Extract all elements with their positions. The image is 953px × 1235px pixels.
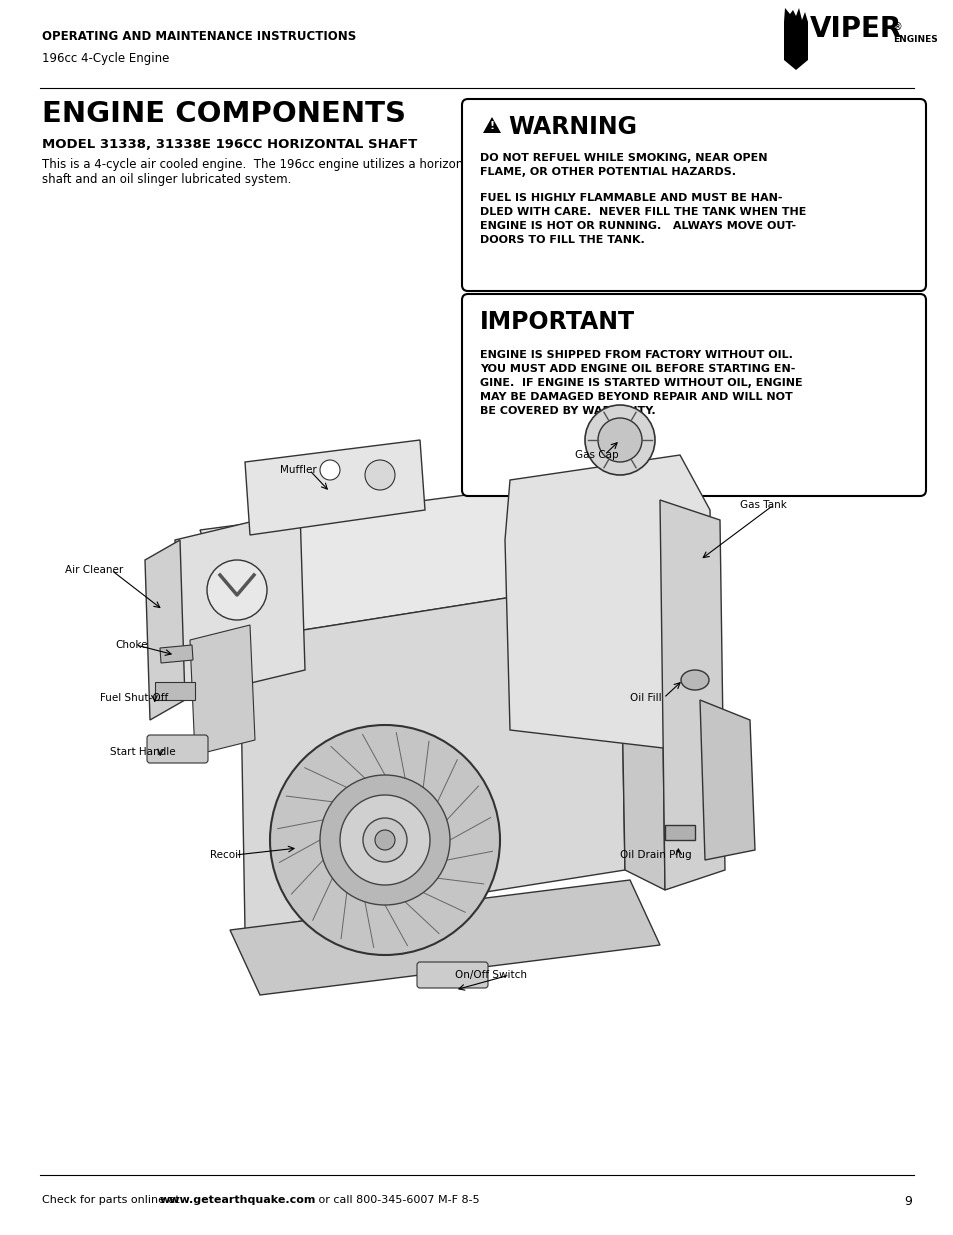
Text: Gas Tank: Gas Tank: [740, 500, 786, 510]
Circle shape: [365, 459, 395, 490]
Bar: [154, 682, 194, 700]
Polygon shape: [200, 480, 619, 640]
Text: Choke: Choke: [115, 640, 148, 650]
Text: Muffler: Muffler: [280, 466, 316, 475]
Text: Oil Fill: Oil Fill: [629, 693, 661, 703]
FancyBboxPatch shape: [461, 99, 925, 291]
FancyBboxPatch shape: [147, 735, 208, 763]
Polygon shape: [160, 645, 193, 663]
Circle shape: [363, 818, 407, 862]
Text: 9: 9: [903, 1195, 911, 1208]
Text: Fuel Shut-Off: Fuel Shut-Off: [100, 693, 168, 703]
Text: 196cc 4-Cycle Engine: 196cc 4-Cycle Engine: [42, 52, 170, 65]
Polygon shape: [700, 700, 754, 860]
Text: This is a 4-cycle air cooled engine.  The 196cc engine utilizes a horizontal: This is a 4-cycle air cooled engine. The…: [42, 158, 478, 170]
Text: OPERATING AND MAINTENANCE INSTRUCTIONS: OPERATING AND MAINTENANCE INSTRUCTIONS: [42, 30, 355, 43]
Polygon shape: [504, 454, 714, 750]
Text: ENGINE COMPONENTS: ENGINE COMPONENTS: [42, 100, 406, 128]
Bar: [664, 825, 695, 840]
FancyBboxPatch shape: [461, 294, 925, 496]
Text: ENGINE IS SHIPPED FROM FACTORY WITHOUT OIL.
YOU MUST ADD ENGINE OIL BEFORE START: ENGINE IS SHIPPED FROM FACTORY WITHOUT O…: [479, 350, 801, 416]
Text: MODEL 31338, 31338E 196CC HORIZONTAL SHAFT: MODEL 31338, 31338E 196CC HORIZONTAL SHA…: [42, 138, 416, 151]
Polygon shape: [190, 625, 254, 755]
Polygon shape: [579, 480, 664, 890]
Text: ®: ®: [892, 22, 902, 32]
Polygon shape: [230, 881, 659, 995]
Ellipse shape: [680, 671, 708, 690]
Text: Oil Drain Plug: Oil Drain Plug: [619, 850, 691, 860]
Circle shape: [598, 417, 641, 462]
Polygon shape: [145, 540, 185, 720]
Circle shape: [375, 830, 395, 850]
Text: FUEL IS HIGHLY FLAMMABLE AND MUST BE HAN-
DLED WITH CARE.  NEVER FILL THE TANK W: FUEL IS HIGHLY FLAMMABLE AND MUST BE HAN…: [479, 193, 805, 245]
Text: DO NOT REFUEL WHILE SMOKING, NEAR OPEN
FLAME, OR OTHER POTENTIAL HAZARDS.: DO NOT REFUEL WHILE SMOKING, NEAR OPEN F…: [479, 153, 767, 177]
Circle shape: [339, 795, 430, 885]
FancyBboxPatch shape: [416, 962, 488, 988]
Text: ENGINES: ENGINES: [892, 35, 937, 44]
Text: Gas Cap: Gas Cap: [575, 450, 618, 459]
Text: Air Cleaner: Air Cleaner: [65, 564, 123, 576]
Text: IMPORTANT: IMPORTANT: [479, 310, 635, 333]
Polygon shape: [659, 500, 724, 890]
Text: Start Handle: Start Handle: [110, 747, 175, 757]
Circle shape: [207, 559, 267, 620]
Text: VIPER: VIPER: [809, 15, 902, 43]
Polygon shape: [240, 580, 624, 930]
Text: WARNING: WARNING: [507, 115, 637, 140]
Circle shape: [319, 776, 450, 905]
Polygon shape: [482, 117, 500, 133]
Circle shape: [319, 459, 339, 480]
Text: Recoil: Recoil: [210, 850, 241, 860]
Polygon shape: [783, 7, 807, 70]
Circle shape: [270, 725, 499, 955]
Polygon shape: [245, 440, 424, 535]
Text: Check for parts online at: Check for parts online at: [42, 1195, 183, 1205]
Text: On/Off Switch: On/Off Switch: [455, 969, 526, 981]
Circle shape: [584, 405, 655, 475]
Text: or call 800-345-6007 M-F 8-5: or call 800-345-6007 M-F 8-5: [314, 1195, 479, 1205]
Text: shaft and an oil slinger lubricated system.: shaft and an oil slinger lubricated syst…: [42, 173, 291, 186]
Polygon shape: [174, 510, 305, 700]
Text: www.getearthquake.com: www.getearthquake.com: [160, 1195, 316, 1205]
Text: !: !: [489, 121, 494, 131]
